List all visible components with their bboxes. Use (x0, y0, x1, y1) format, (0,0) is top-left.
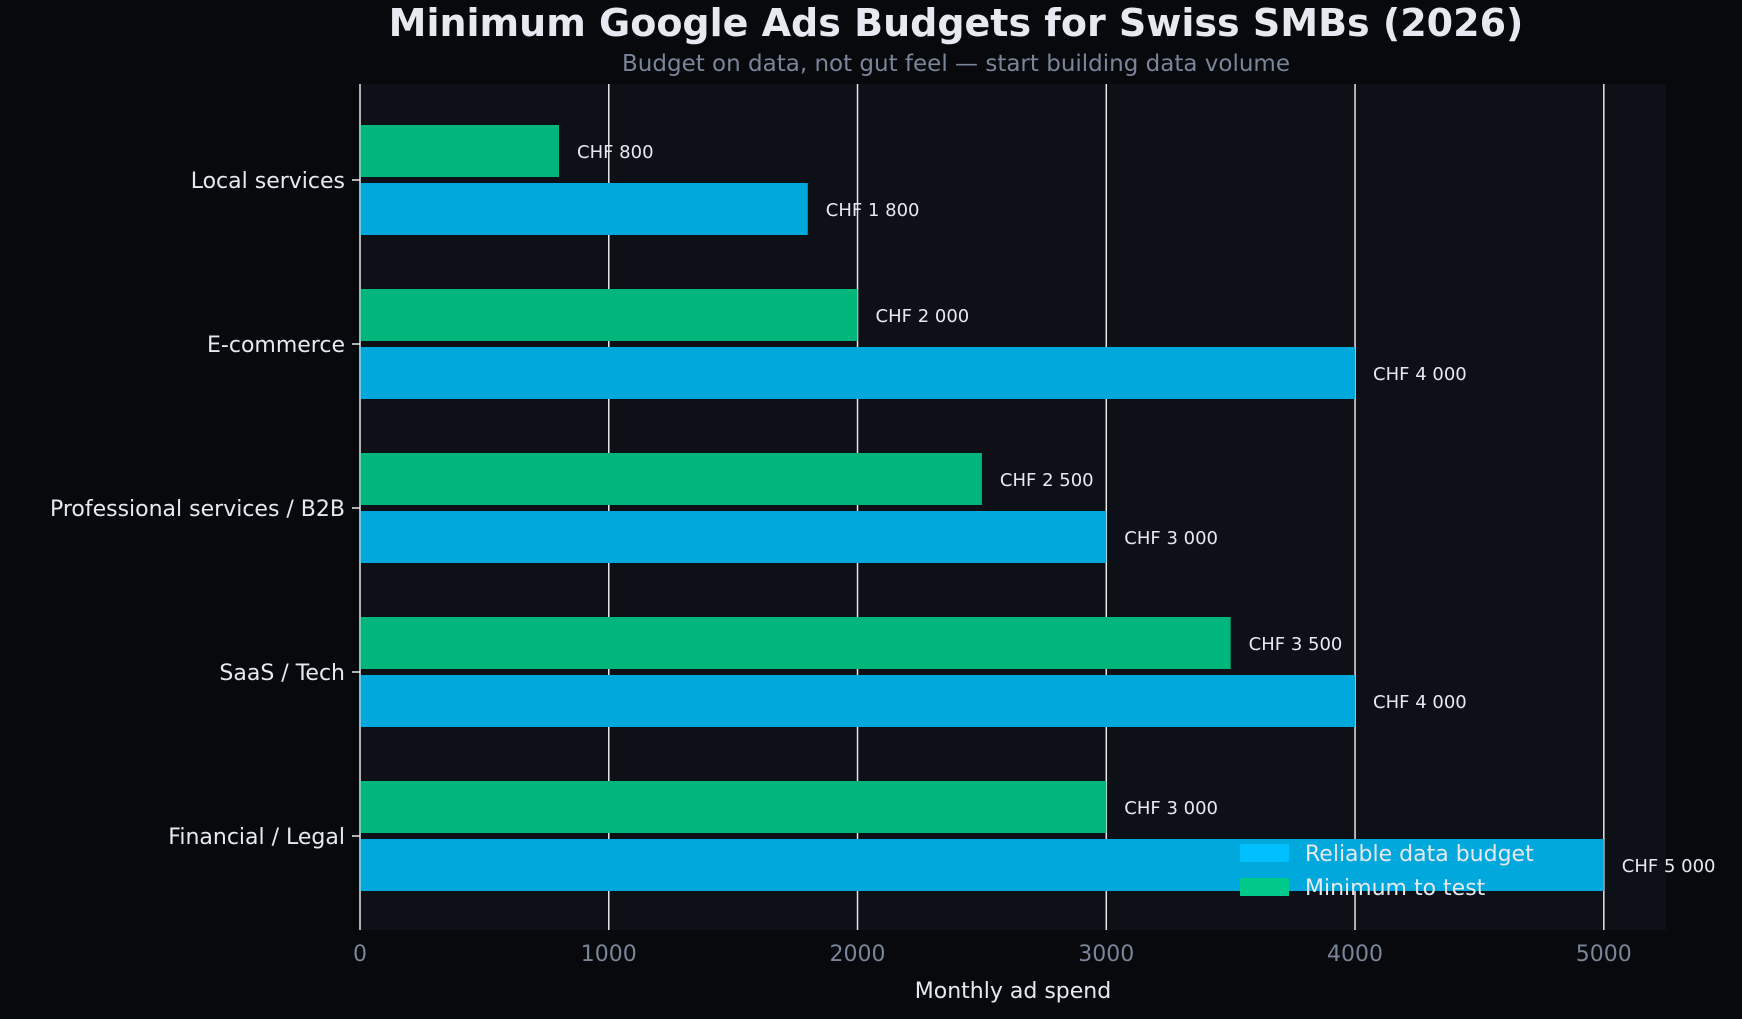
category-label: Local services (191, 169, 345, 194)
bar-value-label: CHF 4 000 (1373, 692, 1467, 713)
bar-value-label: CHF 3 000 (1124, 798, 1218, 819)
bar-reliable-data-budget (360, 511, 1107, 563)
bar-value-label: CHF 2 000 (876, 306, 970, 327)
bar-value-label: CHF 800 (577, 142, 654, 163)
bar-minimum-to-test (360, 781, 1107, 833)
x-axis-label: Monthly ad spend (915, 979, 1111, 1004)
bar-minimum-to-test (360, 125, 560, 177)
bar-value-label: CHF 2 500 (1000, 470, 1094, 491)
bar-value-label: CHF 4 000 (1373, 364, 1467, 385)
bar-minimum-to-test (360, 617, 1231, 669)
bar-reliable-data-budget (360, 675, 1356, 727)
chart-title: Minimum Google Ads Budgets for Swiss SMB… (389, 1, 1524, 45)
bar-reliable-data-budget (360, 347, 1356, 399)
x-tick-label: 5000 (1576, 942, 1632, 967)
x-tick-label: 3000 (1078, 942, 1134, 967)
x-tick-label: 4000 (1327, 942, 1383, 967)
category-label: SaaS / Tech (219, 661, 345, 686)
bar-value-label: CHF 5 000 (1622, 856, 1716, 877)
legend-label: Minimum to test (1305, 876, 1486, 901)
x-tick-label: 0 (353, 942, 367, 967)
bar-value-label: CHF 3 500 (1249, 634, 1343, 655)
x-tick-label: 2000 (830, 942, 886, 967)
legend-swatch (1240, 878, 1289, 896)
legend: Reliable data budget Minimum to test (1240, 842, 1534, 901)
category-label: Financial / Legal (168, 825, 345, 850)
bar-value-label: CHF 1 800 (826, 200, 920, 221)
bar-value-label: CHF 3 000 (1124, 528, 1218, 549)
category-label: Professional services / B2B (50, 497, 345, 522)
bar-reliable-data-budget (360, 839, 1604, 891)
bar-minimum-to-test (360, 289, 858, 341)
bar-reliable-data-budget (360, 183, 808, 235)
legend-label: Reliable data budget (1305, 842, 1534, 867)
legend-swatch (1240, 844, 1289, 862)
chart-subtitle: Budget on data, not gut feel — start bui… (622, 51, 1290, 77)
bar-minimum-to-test (360, 453, 982, 505)
x-tick-label: 1000 (581, 942, 637, 967)
category-label: E-commerce (207, 333, 345, 358)
